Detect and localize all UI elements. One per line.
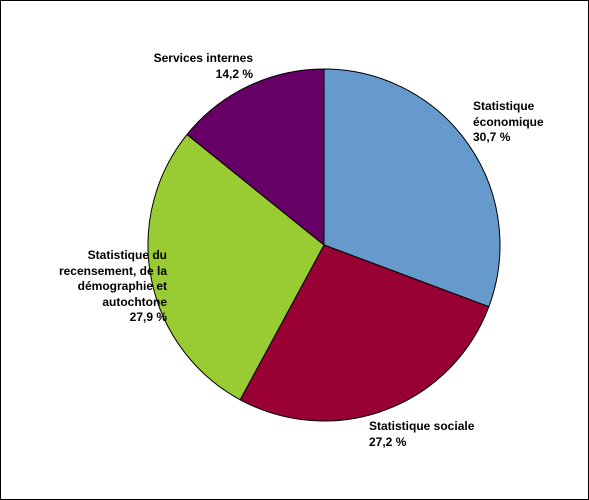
slice-name-line: Statistique	[473, 99, 535, 113]
slice-value-label: 27,9 %	[129, 310, 167, 324]
slice-value-label: 14,2 %	[215, 66, 253, 81]
slice-name-line: recensement, de la	[58, 263, 167, 278]
slice-name-line: démographie et	[77, 279, 167, 293]
slice-name-line: Statistique du	[87, 248, 167, 262]
slice-value-label: 30,7 %	[473, 130, 511, 144]
slice-value-label: 27,2 %	[369, 434, 407, 449]
pie-slice-1	[239, 244, 490, 422]
slice-name-line: autochtone	[102, 294, 167, 309]
pie-slice-0	[323, 68, 501, 308]
pie-slice-3	[186, 68, 325, 246]
pie-slice-2	[147, 134, 325, 401]
slice-label-statistique-sociale: Statistique sociale 27,2 %	[369, 419, 474, 450]
slice-label-statistique-economique: Statistique économique 30,7 %	[473, 99, 544, 146]
slice-label-statistique-recensement: Statistique du recensement, de la démogr…	[41, 248, 167, 326]
slice-name-line: Statistique sociale	[369, 419, 475, 433]
slice-label-services-internes: Services internes 14,2 %	[131, 51, 253, 82]
slice-name-line: Services internes	[153, 51, 253, 65]
slice-name-line: économique	[473, 114, 544, 129]
